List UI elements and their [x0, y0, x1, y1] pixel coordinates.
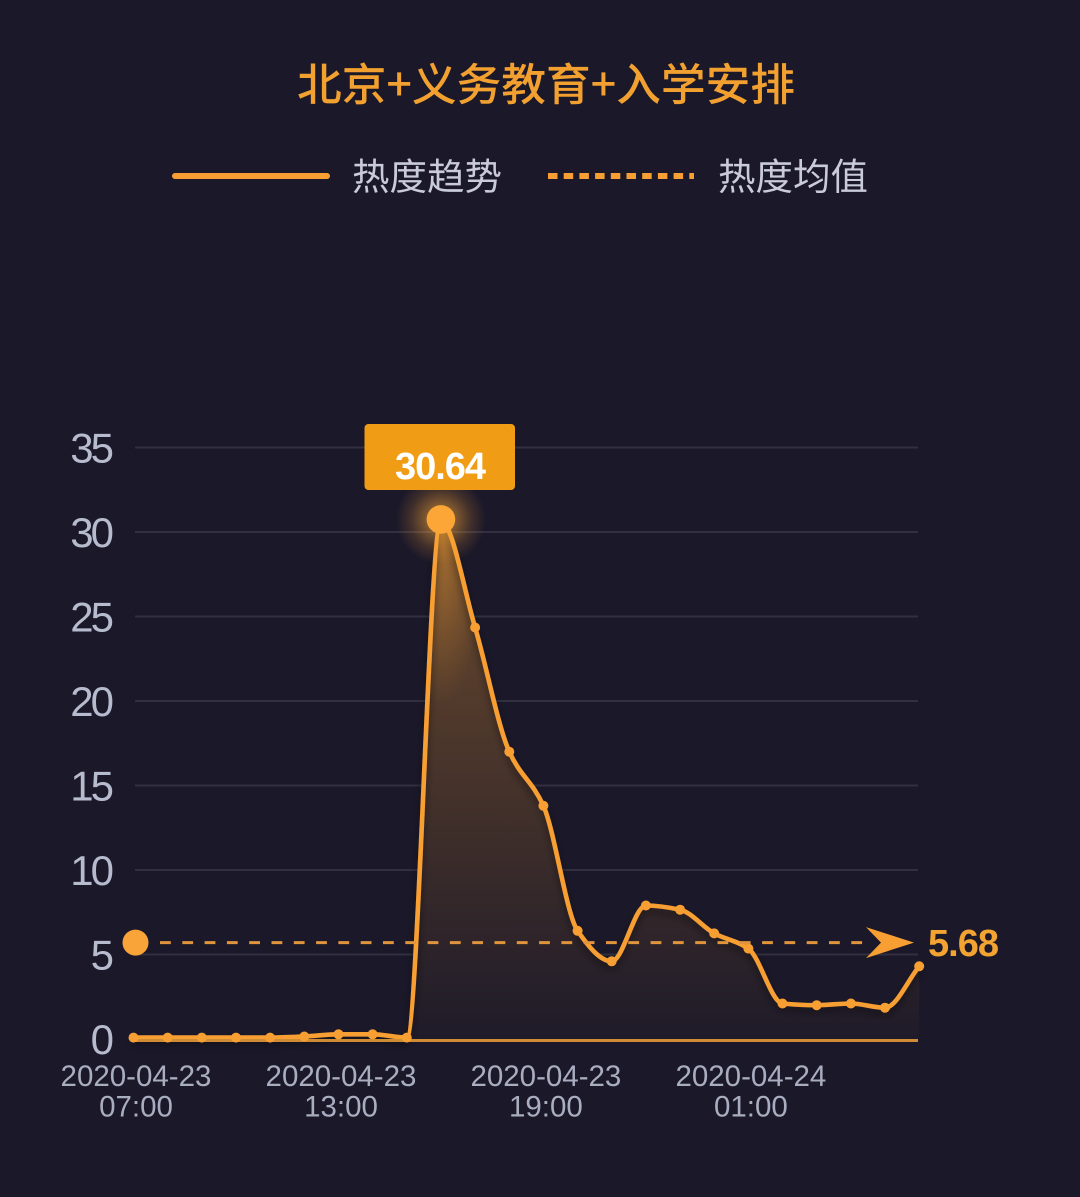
svg-text:01:00: 01:00 — [714, 1091, 788, 1124]
svg-text:35: 35 — [70, 425, 112, 472]
svg-text:15: 15 — [70, 763, 112, 810]
svg-text:0: 0 — [91, 1016, 113, 1063]
svg-text:07:00: 07:00 — [99, 1091, 173, 1124]
svg-text:19:00: 19:00 — [509, 1091, 583, 1124]
svg-text:2020-04-23: 2020-04-23 — [266, 1060, 417, 1093]
svg-text:10: 10 — [70, 847, 112, 894]
svg-text:25: 25 — [70, 594, 112, 641]
svg-text:30.64: 30.64 — [395, 446, 486, 488]
svg-text:20: 20 — [70, 678, 112, 725]
svg-text:2020-04-23: 2020-04-23 — [470, 1060, 621, 1093]
svg-text:30: 30 — [70, 509, 112, 556]
svg-text:5: 5 — [91, 932, 113, 979]
svg-text:2020-04-23: 2020-04-23 — [61, 1060, 212, 1093]
svg-text:2020-04-24: 2020-04-24 — [675, 1060, 826, 1093]
svg-text:5.68: 5.68 — [928, 923, 998, 965]
svg-text:13:00: 13:00 — [304, 1091, 378, 1124]
